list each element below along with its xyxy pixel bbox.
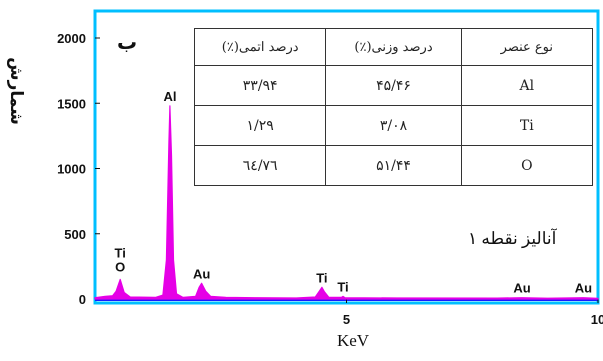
peak-label: Ti: [114, 245, 125, 260]
panel-label: ب: [117, 30, 138, 54]
composition-table: نوع عنصر درصد وزنی(٪) درصد اتمی(٪) Al ۴۵…: [193, 27, 594, 186]
table-cell: ۱/۲۹: [193, 105, 327, 147]
y-tick-label: 1000: [57, 162, 86, 177]
x-axis-label: KeV: [336, 331, 370, 350]
table-cell: ۳/۰۸: [325, 105, 462, 147]
peak-label: Au: [513, 281, 530, 296]
x-tick-label: 10: [591, 312, 603, 327]
peak-label: Au: [575, 281, 592, 296]
peak-label: O: [115, 259, 125, 274]
y-tick-label: 2000: [57, 31, 86, 46]
y-tick-label: 500: [64, 227, 86, 242]
table-cell: O: [460, 145, 594, 186]
analysis-annotation: آنالیز نقطه ۱: [468, 229, 557, 248]
y-axis-label: شمارش: [6, 57, 26, 125]
table-cell: ۴۵/۴۶: [325, 65, 462, 107]
spectrum-series: [94, 105, 599, 300]
x-tick-label: 5: [343, 312, 350, 327]
table-cell: Ti: [460, 105, 594, 147]
table-header-row: نوع عنصر درصد وزنی(٪) درصد اتمی(٪): [193, 27, 594, 67]
table-header-cell: نوع عنصر: [460, 27, 594, 67]
table-header-cell: درصد وزنی(٪): [325, 27, 462, 67]
peak-label: Au: [193, 266, 210, 281]
y-tick-label: 0: [79, 292, 86, 307]
table-header-cell: درصد اتمی(٪): [193, 27, 327, 67]
table-cell: Al: [460, 65, 594, 107]
table-cell: ٦٤/٧٦: [193, 145, 327, 186]
table-row: Al ۴۵/۴۶ ۳۳/۹۴: [193, 65, 594, 107]
peak-label: Ti: [316, 270, 327, 285]
table-cell: ۳۳/۹۴: [193, 65, 327, 107]
table-cell: ۵۱/۴۴: [325, 145, 462, 186]
y-tick-label: 1500: [57, 96, 86, 111]
peak-label: Ti: [337, 279, 348, 294]
table-row: O ۵۱/۴۴ ٦٤/٧٦: [193, 145, 594, 186]
table-row: Ti ۳/۰۸ ۱/۲۹: [193, 105, 594, 147]
peak-label: Al: [163, 89, 176, 104]
